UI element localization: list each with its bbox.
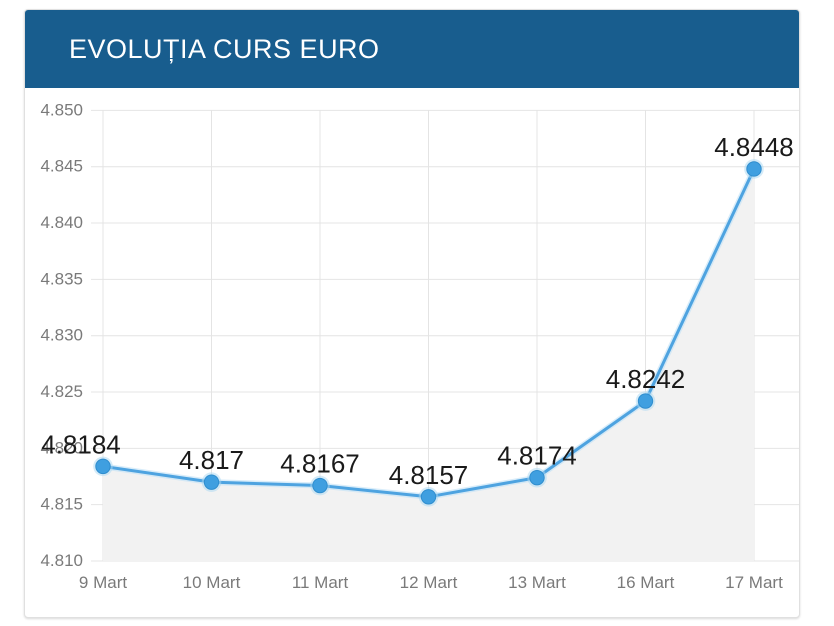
svg-text:17 Mart: 17 Mart — [725, 573, 783, 592]
svg-text:16 Mart: 16 Mart — [617, 573, 675, 592]
svg-text:4.8448: 4.8448 — [714, 132, 794, 162]
svg-text:4.835: 4.835 — [40, 269, 83, 288]
svg-text:4.817: 4.817 — [179, 445, 244, 475]
svg-text:4.845: 4.845 — [40, 157, 83, 176]
svg-text:9 Mart: 9 Mart — [79, 573, 127, 592]
svg-text:12 Mart: 12 Mart — [400, 573, 458, 592]
svg-text:11 Mart: 11 Mart — [292, 573, 349, 592]
svg-text:4.8157: 4.8157 — [389, 460, 469, 490]
svg-text:4.8242: 4.8242 — [606, 364, 686, 394]
svg-text:4.830: 4.830 — [40, 326, 83, 345]
svg-text:4.8174: 4.8174 — [497, 441, 577, 471]
svg-text:4.8167: 4.8167 — [280, 449, 360, 479]
svg-text:4.815: 4.815 — [40, 495, 83, 514]
svg-text:4.8184: 4.8184 — [41, 429, 121, 459]
svg-text:4.825: 4.825 — [40, 382, 83, 401]
svg-text:4.840: 4.840 — [40, 213, 83, 232]
svg-text:10 Mart: 10 Mart — [183, 573, 241, 592]
svg-text:4.850: 4.850 — [40, 100, 83, 119]
svg-text:13 Mart: 13 Mart — [508, 573, 566, 592]
svg-text:4.810: 4.810 — [40, 551, 83, 570]
